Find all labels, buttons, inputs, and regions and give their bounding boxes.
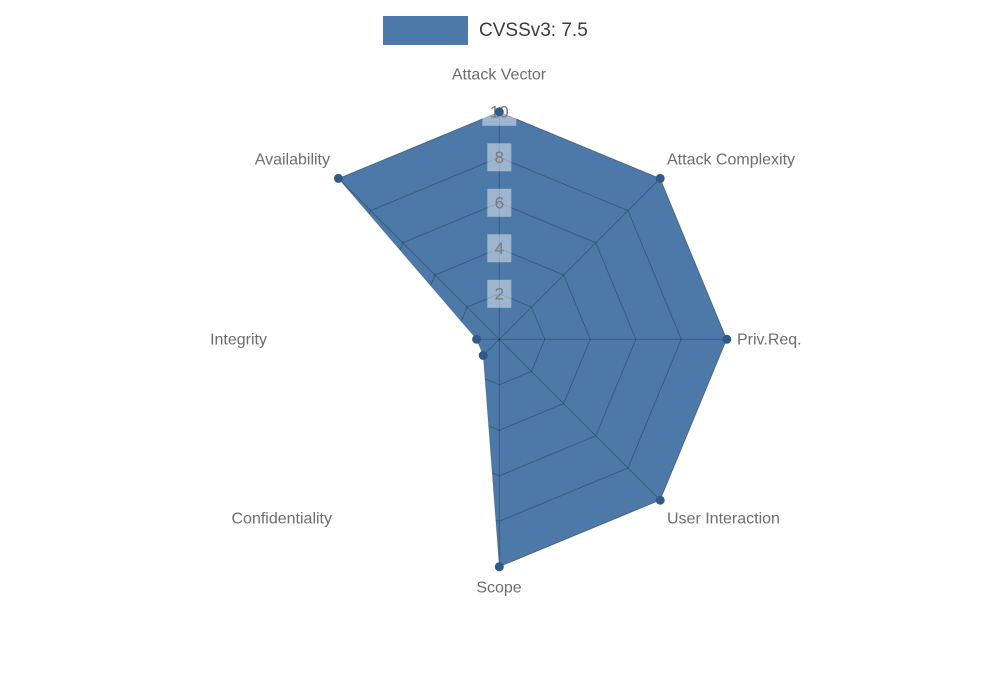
tick-plaque: [487, 143, 512, 172]
data-point-marker: [722, 334, 732, 344]
axis-label-priv-req: Priv.Req.: [737, 332, 802, 349]
tick-label-2: 2: [495, 284, 504, 303]
legend: CVSSv3: 7.5: [383, 16, 588, 45]
axis-line: [498, 338, 661, 501]
axis-line: [338, 338, 500, 501]
legend-label: CVSSv3: 7.5: [479, 19, 588, 41]
axis-label-attack-complexity: Attack Complexity: [667, 152, 795, 169]
tick-label-6: 6: [495, 193, 504, 212]
axis-label-user-interaction: User Interaction: [667, 511, 780, 528]
axis-line: [498, 178, 661, 340]
data-point-marker: [478, 350, 488, 360]
data-point-marker: [494, 562, 504, 572]
legend-swatch: [383, 16, 468, 45]
tick-plaque: [487, 234, 512, 263]
tick-plaque: [487, 279, 512, 308]
data-point-marker: [655, 495, 665, 505]
grid-ring: [453, 293, 546, 386]
axis-line: [338, 178, 500, 340]
axis-label-confidentiality: Confidentiality: [232, 511, 333, 528]
tick-label-4: 4: [495, 239, 504, 258]
axis-label-scope: Scope: [476, 580, 521, 597]
data-point-marker: [333, 173, 343, 183]
tick-label-8: 8: [495, 148, 504, 167]
axis-label-availability: Availability: [255, 152, 330, 169]
axis-label-attack-vector: Attack Vector: [452, 67, 547, 84]
data-point-marker: [494, 107, 504, 117]
axis-label-integrity: Integrity: [210, 332, 267, 349]
data-point-marker: [472, 334, 482, 344]
tick-plaque: [487, 188, 512, 217]
data-point-marker: [655, 173, 665, 183]
